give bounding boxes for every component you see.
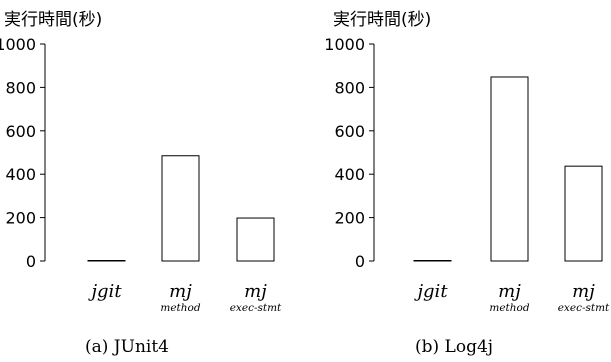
category-sublabel: method [160, 302, 200, 314]
category-label: mj [498, 281, 521, 302]
category-label: mj [244, 281, 267, 302]
bar [490, 76, 529, 262]
y-tick-label: 200 [334, 209, 365, 228]
y-tick-label: 1000 [0, 35, 36, 54]
y-tick-label: 800 [334, 78, 365, 97]
bar [161, 155, 200, 262]
bar [87, 260, 126, 262]
y-tick-label: 0 [26, 252, 36, 271]
category-label: jgit [413, 281, 448, 302]
category-label: jgit [87, 281, 122, 302]
y-tick-label: 0 [355, 252, 365, 271]
category-sublabel: exec-stmt [230, 302, 282, 314]
category-sublabel: method [489, 302, 529, 314]
y-axis-title: 実行時間(秒) [333, 10, 431, 30]
y-tick-label: 600 [334, 122, 365, 141]
panel-caption: (b) Log4j [415, 337, 493, 357]
bar [564, 165, 603, 262]
panel-caption: (a) JUnit4 [85, 337, 169, 357]
y-axis-title: 実行時間(秒) [4, 10, 102, 30]
y-tick-label: 400 [334, 165, 365, 184]
category-label: mj [169, 281, 192, 302]
bar [236, 217, 275, 262]
y-tick-label: 200 [5, 209, 36, 228]
y-tick-label: 400 [5, 165, 36, 184]
category-label: mj [572, 281, 595, 302]
y-tick-label: 1000 [324, 35, 365, 54]
category-sublabel: exec-stmt [558, 302, 610, 314]
y-tick-label: 600 [5, 122, 36, 141]
y-tick-label: 800 [5, 78, 36, 97]
bar [413, 260, 452, 262]
